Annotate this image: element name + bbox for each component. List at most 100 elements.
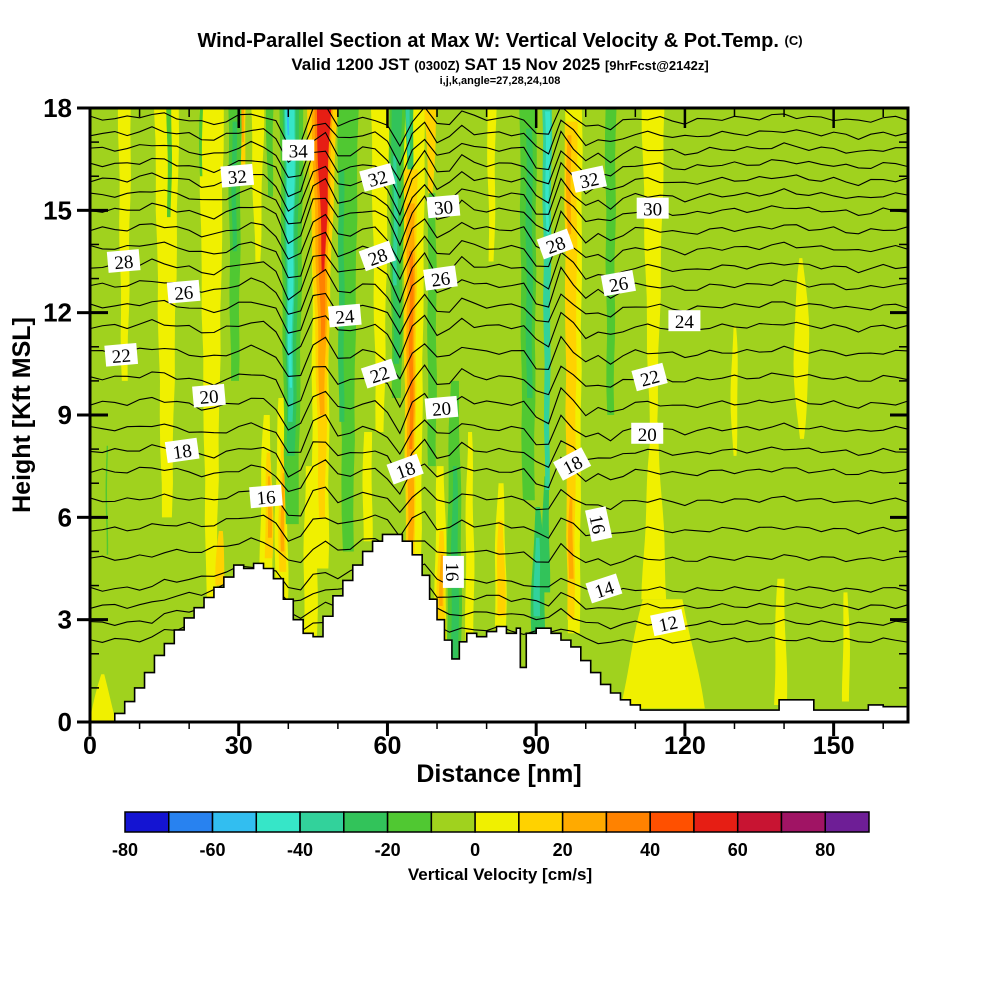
contour-label-box bbox=[426, 194, 461, 219]
velocity-band bbox=[487, 108, 497, 262]
contour-label: 16 bbox=[584, 506, 613, 542]
velocity-band bbox=[439, 554, 444, 607]
y-tick-label: 6 bbox=[58, 502, 72, 532]
isotherm-line bbox=[90, 563, 908, 595]
contour-label: 12 bbox=[650, 608, 686, 637]
terrain-silhouette bbox=[113, 533, 909, 723]
contour-label-text: 20 bbox=[638, 425, 657, 446]
colorbar-tick-label: -20 bbox=[375, 840, 401, 860]
contour-label-text: 16 bbox=[441, 562, 462, 581]
isotherm-line bbox=[90, 292, 908, 336]
contour-label: 16 bbox=[249, 484, 283, 510]
contour-label-text: 26 bbox=[608, 273, 630, 297]
utc-time-text: (0300Z) bbox=[414, 58, 460, 73]
contour-label: 22 bbox=[360, 358, 398, 389]
velocity-band bbox=[525, 128, 533, 398]
contour-label-box bbox=[631, 362, 668, 392]
contour-label: 26 bbox=[166, 279, 201, 305]
x-tick-label: 150 bbox=[813, 732, 855, 760]
contour-label-text: 16 bbox=[256, 487, 277, 510]
contour-label: 32 bbox=[571, 165, 607, 193]
colorbar-cell bbox=[211, 811, 258, 833]
colorbar-tick-label: 20 bbox=[553, 840, 573, 860]
valid-time-text: Valid 1200 JST bbox=[291, 55, 415, 74]
contour-label-text: 26 bbox=[430, 268, 452, 291]
velocity-band bbox=[793, 258, 810, 439]
velocity-band bbox=[641, 108, 665, 433]
velocity-band bbox=[424, 108, 437, 201]
contour-label-box bbox=[359, 163, 396, 192]
contour-label-box bbox=[192, 383, 226, 408]
contour-label-box bbox=[106, 249, 141, 273]
chart-title: Wind-Parallel Section at Max W: Vertical… bbox=[0, 30, 1000, 53]
contour-label-text: 26 bbox=[173, 282, 194, 305]
velocity-band bbox=[408, 251, 414, 450]
velocity-band bbox=[542, 108, 553, 491]
isotherm-line bbox=[90, 456, 908, 496]
velocity-band bbox=[841, 592, 850, 702]
colorbar-cell bbox=[474, 811, 520, 833]
contour-label: 30 bbox=[426, 194, 461, 220]
isotherm-line bbox=[90, 311, 908, 359]
contour-label-box bbox=[282, 139, 315, 161]
velocity-band bbox=[362, 432, 373, 542]
colorbar-caption: Vertical Velocity [cm/s] bbox=[407, 865, 593, 884]
contour-label-text: 20 bbox=[431, 398, 452, 421]
colorbar-cell bbox=[780, 811, 826, 833]
colorbar-tick-label: 0 bbox=[470, 840, 480, 860]
velocity-band bbox=[405, 108, 411, 156]
isotherm-line bbox=[90, 210, 908, 265]
contour-label-text: 24 bbox=[675, 312, 695, 333]
isotherm-line bbox=[90, 177, 908, 228]
contour-label-box bbox=[442, 555, 464, 588]
grid-info-line: i,j,k,angle=27,28,24,108 bbox=[439, 75, 561, 87]
chart-subtitle: Valid 1200 JST (0300Z) SAT 15 Nov 2025 [… bbox=[0, 55, 1000, 75]
contour-label: 22 bbox=[104, 342, 139, 368]
y-tick-label: 0 bbox=[58, 707, 72, 737]
velocity-band bbox=[497, 520, 506, 617]
y-tick-label: 3 bbox=[58, 605, 72, 635]
colorbar-cell bbox=[693, 811, 739, 833]
velocity-band bbox=[105, 445, 109, 555]
contour-label: 34 bbox=[282, 139, 315, 163]
contour-label: 26 bbox=[423, 265, 458, 292]
isotherm-line bbox=[90, 119, 908, 167]
contour-label-box bbox=[650, 608, 686, 637]
contour-label: 30 bbox=[636, 197, 669, 221]
valid-date-text: SAT 15 Nov 2025 bbox=[459, 55, 605, 74]
velocity-band bbox=[545, 111, 551, 235]
contour-label-text: 24 bbox=[335, 306, 356, 329]
colorbar-cell bbox=[824, 811, 870, 833]
contour-label: 18 bbox=[553, 447, 592, 481]
velocity-band bbox=[427, 193, 437, 467]
contour-label: 20 bbox=[192, 383, 226, 409]
chart-title-text: Wind-Parallel Section at Max W: Vertical… bbox=[197, 30, 779, 52]
contour-label: 16 bbox=[441, 555, 464, 588]
isotherm-line bbox=[90, 510, 908, 542]
contour-label-box bbox=[327, 303, 362, 328]
colorbar-cell bbox=[736, 811, 783, 833]
contour-label-box bbox=[166, 279, 201, 304]
velocity-band bbox=[641, 421, 667, 600]
contour-label-text: 28 bbox=[113, 252, 134, 275]
velocity-band bbox=[465, 432, 475, 644]
isotherm-line bbox=[90, 108, 908, 148]
velocity-band bbox=[285, 108, 295, 388]
contour-label-box bbox=[424, 395, 459, 420]
contour-label-box bbox=[164, 437, 200, 463]
contour-label-box bbox=[536, 228, 574, 260]
contour-label: 18 bbox=[164, 437, 200, 464]
x-tick-label: 0 bbox=[83, 732, 97, 760]
isotherm-line bbox=[90, 537, 908, 566]
contour-label-box bbox=[104, 342, 139, 367]
colorbar-tick-label: -80 bbox=[112, 840, 138, 860]
colorbar-cell bbox=[518, 811, 564, 833]
contour-label: 20 bbox=[631, 422, 664, 446]
contour-label-box bbox=[571, 165, 607, 193]
contour-label-text: 20 bbox=[199, 386, 220, 409]
velocity-band bbox=[316, 108, 332, 272]
isotherm-line bbox=[90, 438, 908, 480]
colorbar-cell bbox=[561, 811, 608, 833]
isotherm-line bbox=[90, 364, 908, 409]
